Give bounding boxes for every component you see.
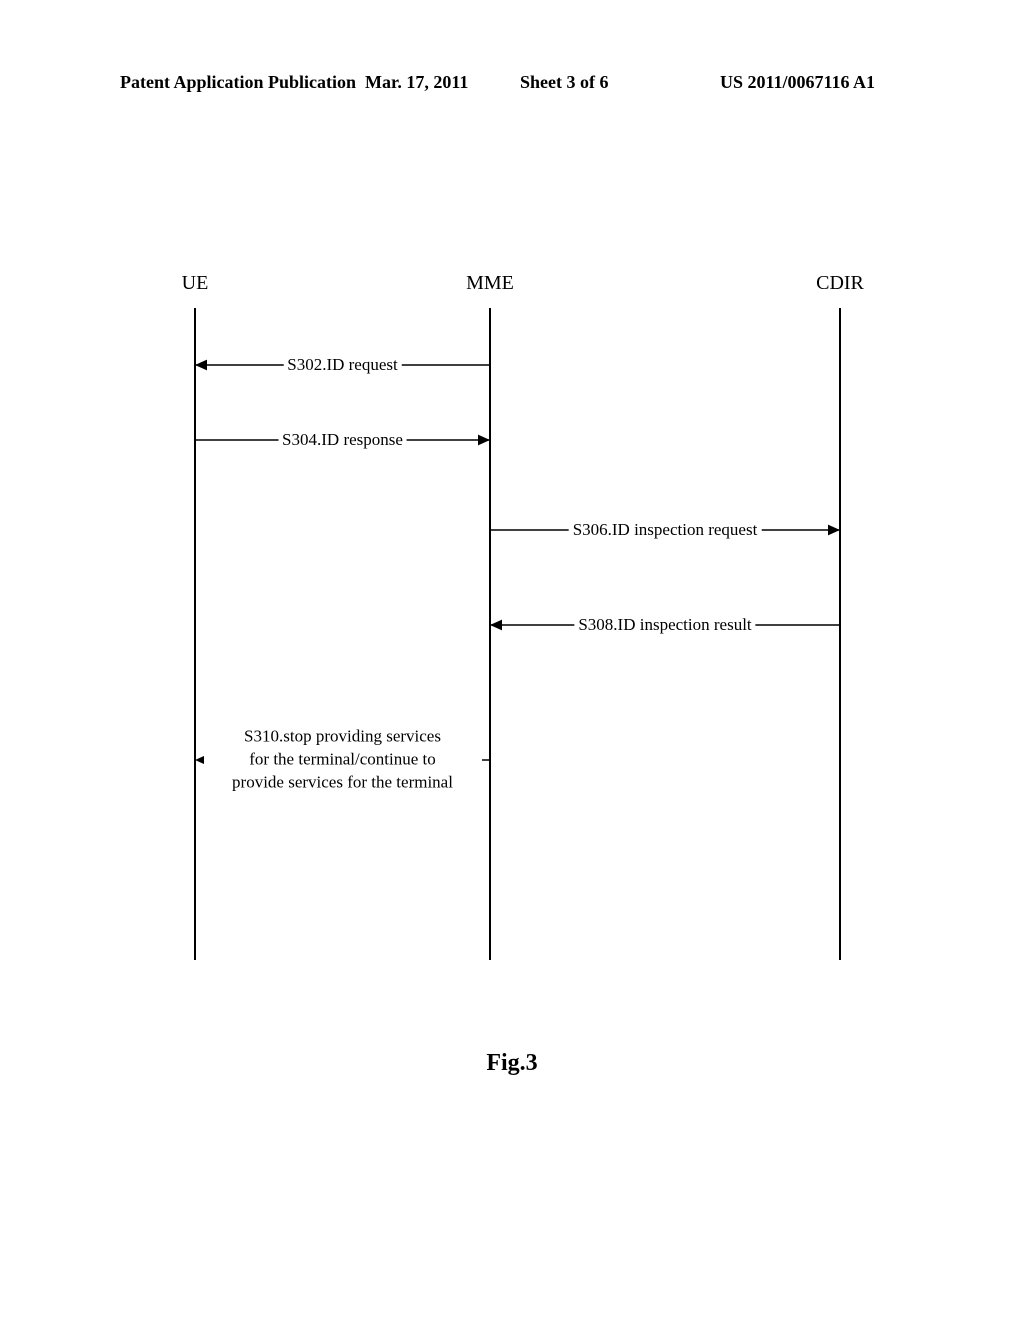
- participant-cdir-label: CDIR: [816, 272, 864, 295]
- message-label-s308: S308.ID inspection result: [574, 615, 755, 635]
- participant-mme-label: MME: [466, 272, 514, 295]
- lifeline-ue: [194, 308, 196, 960]
- message-label-s310: S310.stop providing servicesfor the term…: [204, 726, 482, 795]
- header-date: Mar. 17, 2011: [365, 72, 468, 93]
- lifeline-mme: [489, 308, 491, 960]
- message-label-s306: S306.ID inspection request: [569, 520, 762, 540]
- figure-caption: Fig.3: [486, 1050, 537, 1077]
- header-pubno: US 2011/0067116 A1: [720, 72, 875, 93]
- sequence-svg: [0, 0, 1024, 1320]
- lifeline-cdir: [839, 308, 841, 960]
- header-publication: Patent Application Publication: [120, 72, 356, 93]
- participant-ue-label: UE: [182, 272, 209, 295]
- message-label-s302: S302.ID request: [283, 355, 401, 375]
- header-sheet: Sheet 3 of 6: [520, 72, 609, 93]
- message-label-s304: S304.ID response: [278, 430, 407, 450]
